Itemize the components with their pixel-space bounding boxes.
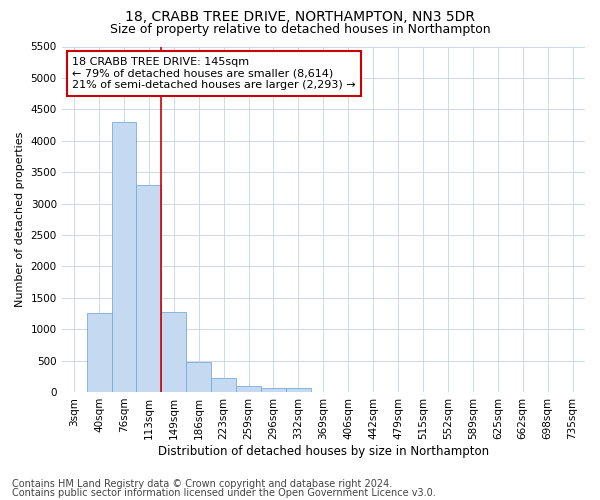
Text: 18, CRABB TREE DRIVE, NORTHAMPTON, NN3 5DR: 18, CRABB TREE DRIVE, NORTHAMPTON, NN3 5… [125,10,475,24]
Bar [136,184,161,392]
Bar [161,312,186,392]
Text: Contains public sector information licensed under the Open Government Licence v3: Contains public sector information licen… [12,488,436,498]
Bar [286,388,311,392]
Y-axis label: Number of detached properties: Number of detached properties [15,132,25,307]
Bar [112,122,136,392]
Text: Size of property relative to detached houses in Northampton: Size of property relative to detached ho… [110,22,490,36]
Text: 18 CRABB TREE DRIVE: 145sqm
← 79% of detached houses are smaller (8,614)
21% of : 18 CRABB TREE DRIVE: 145sqm ← 79% of det… [72,57,356,90]
Bar [86,314,112,392]
X-axis label: Distribution of detached houses by size in Northampton: Distribution of detached houses by size … [158,444,489,458]
Bar [261,388,286,392]
Text: Contains HM Land Registry data © Crown copyright and database right 2024.: Contains HM Land Registry data © Crown c… [12,479,392,489]
Bar [211,378,236,392]
Bar [236,386,261,392]
Bar [186,362,211,392]
